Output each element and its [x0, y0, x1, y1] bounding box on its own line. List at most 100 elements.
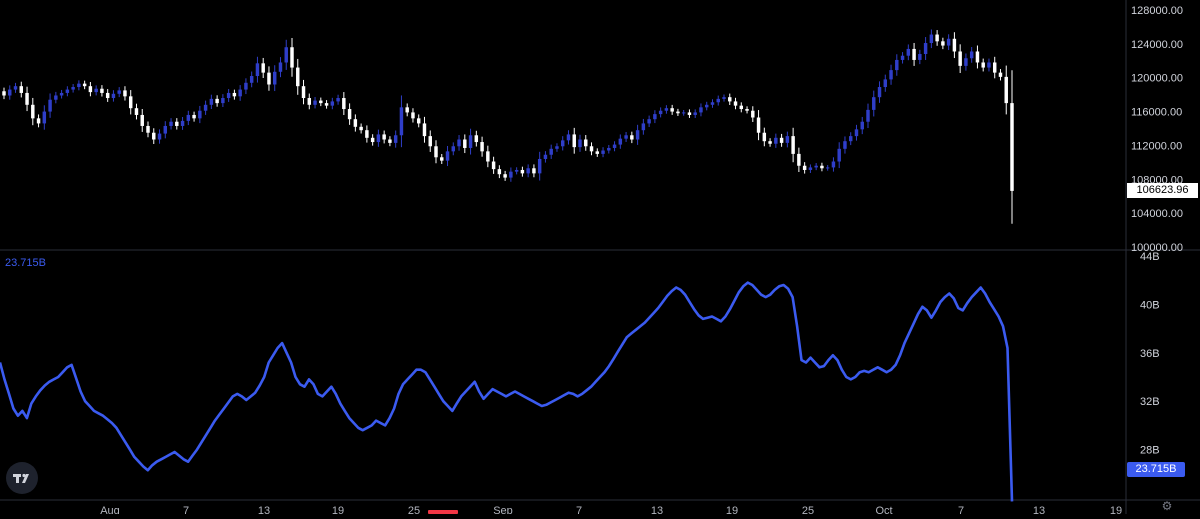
candle-body	[353, 119, 358, 127]
indicator-axis-tick-label: 32B	[1140, 396, 1160, 408]
candle-body	[146, 125, 150, 133]
candle-body	[612, 144, 617, 148]
candle-body	[624, 135, 628, 139]
candle-body	[451, 146, 456, 152]
candle-body	[537, 158, 542, 174]
candle-body	[687, 112, 692, 115]
candle-body	[215, 98, 219, 104]
candle-body	[958, 51, 962, 66]
settings-icon[interactable]: ⚙	[1161, 499, 1173, 513]
candle-body	[555, 146, 559, 149]
time-axis-tick-label: 19	[332, 505, 344, 514]
candle-body	[935, 34, 939, 42]
candle-body	[929, 34, 934, 44]
candle-body	[497, 169, 502, 175]
tradingview-logo-icon[interactable]	[6, 462, 38, 494]
candle-body	[520, 169, 525, 174]
candle-body	[249, 76, 254, 83]
candle-body	[388, 139, 392, 143]
candle-body	[693, 112, 697, 115]
candle-body	[670, 108, 674, 112]
candle-body	[416, 118, 421, 124]
candle-body	[445, 151, 450, 161]
candle-body	[981, 62, 985, 68]
indicator-axis-tick-label: 28B	[1140, 445, 1160, 457]
time-axis-tick-label: 19	[1110, 505, 1122, 514]
candle-body	[647, 119, 651, 124]
candle-body	[192, 114, 196, 119]
candle-body	[584, 139, 588, 147]
candle-body	[872, 97, 876, 110]
candle-body	[359, 126, 363, 131]
candle-body	[71, 87, 75, 90]
last-price-tag: 106623.96	[1127, 183, 1198, 198]
candle-body	[831, 161, 836, 168]
candle-body	[1010, 103, 1014, 191]
time-axis-tick-label: 13	[651, 505, 663, 514]
candle-body	[405, 107, 409, 113]
candle-body	[428, 136, 432, 147]
candle-body	[848, 136, 853, 142]
candle-body	[572, 134, 576, 148]
candle-body	[509, 171, 513, 178]
candle-body	[751, 110, 755, 118]
candle-body	[532, 168, 536, 174]
time-axis-tick-label: 13	[1033, 505, 1045, 514]
candle-body	[895, 59, 899, 71]
candle-body	[589, 146, 594, 152]
candle-body	[54, 95, 58, 100]
candle-body	[261, 63, 265, 73]
candle-body	[100, 88, 104, 93]
candle-body	[987, 62, 991, 68]
candle-body	[59, 92, 64, 96]
candle-body	[486, 151, 490, 162]
candle-body	[635, 130, 640, 140]
candle-body	[503, 174, 507, 178]
candle-body	[278, 62, 283, 72]
indicator-series-line	[0, 281, 1014, 502]
candle-body	[681, 112, 686, 114]
time-axis-highlight-marker	[428, 510, 458, 514]
candle-body	[820, 165, 824, 169]
candle-body	[226, 92, 231, 99]
time-axis-tick-label: Oct	[875, 505, 892, 514]
candle-body	[774, 137, 778, 144]
candle-body	[267, 72, 271, 85]
candle-body	[630, 135, 634, 140]
candle-body	[19, 86, 24, 93]
time-axis-tick-label: Aug	[100, 505, 120, 514]
candle-body	[779, 137, 784, 143]
candle-body	[918, 54, 922, 60]
indicator-axis-tick-label: 36B	[1140, 348, 1160, 360]
candle-body	[514, 169, 519, 172]
time-axis-tick-label: 25	[408, 505, 420, 514]
candle-body	[733, 101, 738, 106]
price-axis-tick-label: 112000.00	[1131, 140, 1182, 152]
time-axis-tick-label: 25	[802, 505, 814, 514]
candle-body	[2, 91, 6, 96]
candle-body	[296, 67, 300, 87]
candle-body	[860, 121, 864, 130]
candle-body	[946, 38, 951, 46]
candle-body	[854, 129, 859, 137]
candle-body	[198, 110, 202, 119]
price-axis-tick-label: 100000.00	[1131, 242, 1183, 254]
candle-body	[837, 148, 841, 162]
time-axis-tick-label: 7	[958, 505, 964, 514]
candle-body	[802, 165, 807, 170]
candle-body	[244, 82, 248, 90]
candle-body	[163, 125, 168, 134]
candle-body	[768, 141, 772, 144]
candle-body	[238, 89, 242, 97]
candle-body	[618, 138, 623, 145]
candle-body	[480, 142, 484, 152]
candle-body	[105, 92, 110, 99]
candle-body	[169, 121, 173, 126]
candle-body	[969, 51, 974, 59]
candle-body	[94, 88, 98, 93]
candle-body	[8, 89, 12, 96]
candle-body	[365, 130, 369, 138]
candle-body	[440, 157, 444, 161]
